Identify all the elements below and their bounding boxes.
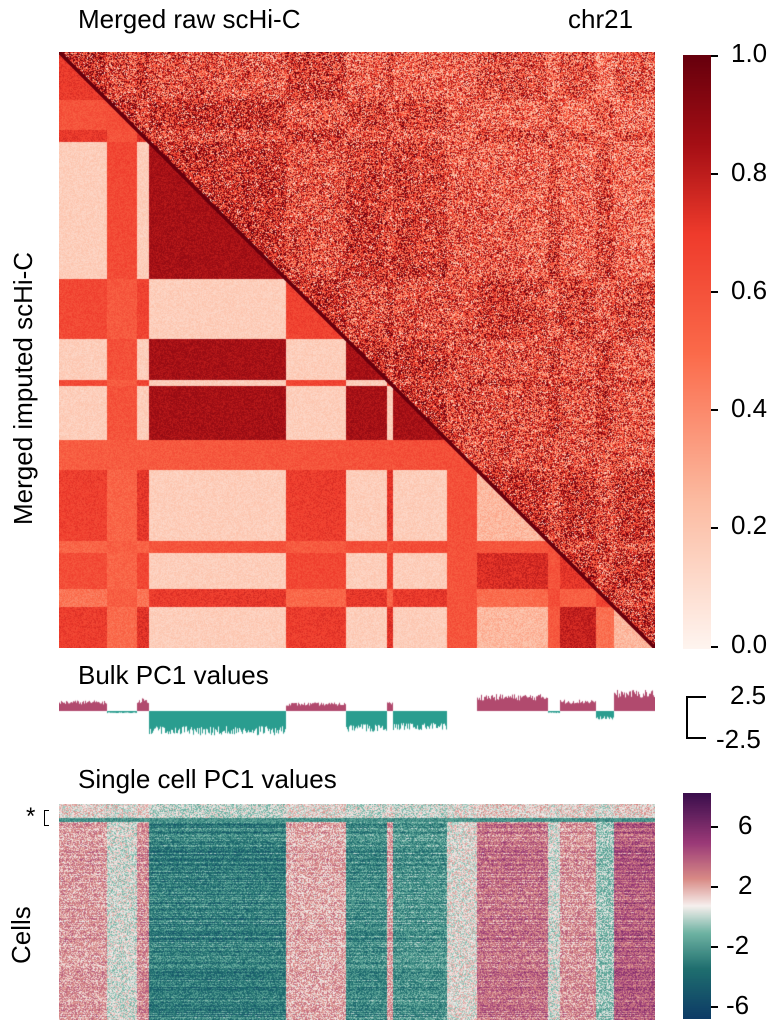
colorbar-tick-mark [711,55,718,57]
hic-title: Merged raw scHi-C [78,4,301,34]
colorbar-tick-label: 0.8 [731,157,768,187]
colorbar-tick-mark [711,886,718,888]
colorbar-tick-mark [711,409,718,411]
colorbar-tick-label: 1.0 [731,38,768,68]
colorbar-tick-label: -6 [726,990,750,1020]
bulk-pc1-title: Bulk PC1 values [78,660,269,690]
chromosome-label: chr21 [568,4,634,34]
sc-pc1-title: Single cell PC1 values [78,764,337,794]
colorbar-tick-label: 0.4 [731,393,768,423]
colorbar-tick-mark [711,946,718,948]
asterisk-marker: * [26,803,36,830]
scale-bar-vertical [686,696,688,739]
scale-bar-bottom-tick [686,737,706,739]
colorbar-tick-mark [711,646,718,648]
colorbar-tick-label: 6 [738,810,753,840]
hic-ylabel: Merged imputed scHi-C [8,251,38,525]
hic-contact-map [59,52,655,648]
colorbar-tick-mark [711,1006,718,1008]
colorbar-tick-mark [711,527,718,529]
scale-bar-top-tick [686,696,706,698]
colorbar-tick-mark [711,826,718,828]
colorbar-tick-mark [711,173,718,175]
hic-colorbar [683,55,711,649]
sc-colorbar [683,793,711,1019]
colorbar-tick-label: 0.2 [731,510,768,540]
cells-ylabel: Cells [6,906,36,964]
colorbar-tick-label: 0.6 [731,275,768,305]
scale-bar-top-label: 2.5 [730,680,767,710]
marker-bracket [44,810,49,826]
scale-bar-bottom-label: -2.5 [716,724,761,754]
colorbar-tick-label: -2 [726,930,750,960]
colorbar-tick-label: 2 [738,870,753,900]
colorbar-tick-mark [711,291,718,293]
bulk-pc1-track [59,686,655,746]
colorbar-tick-label: 0.0 [731,629,768,659]
single-cell-pc1-heatmap [59,804,655,1020]
